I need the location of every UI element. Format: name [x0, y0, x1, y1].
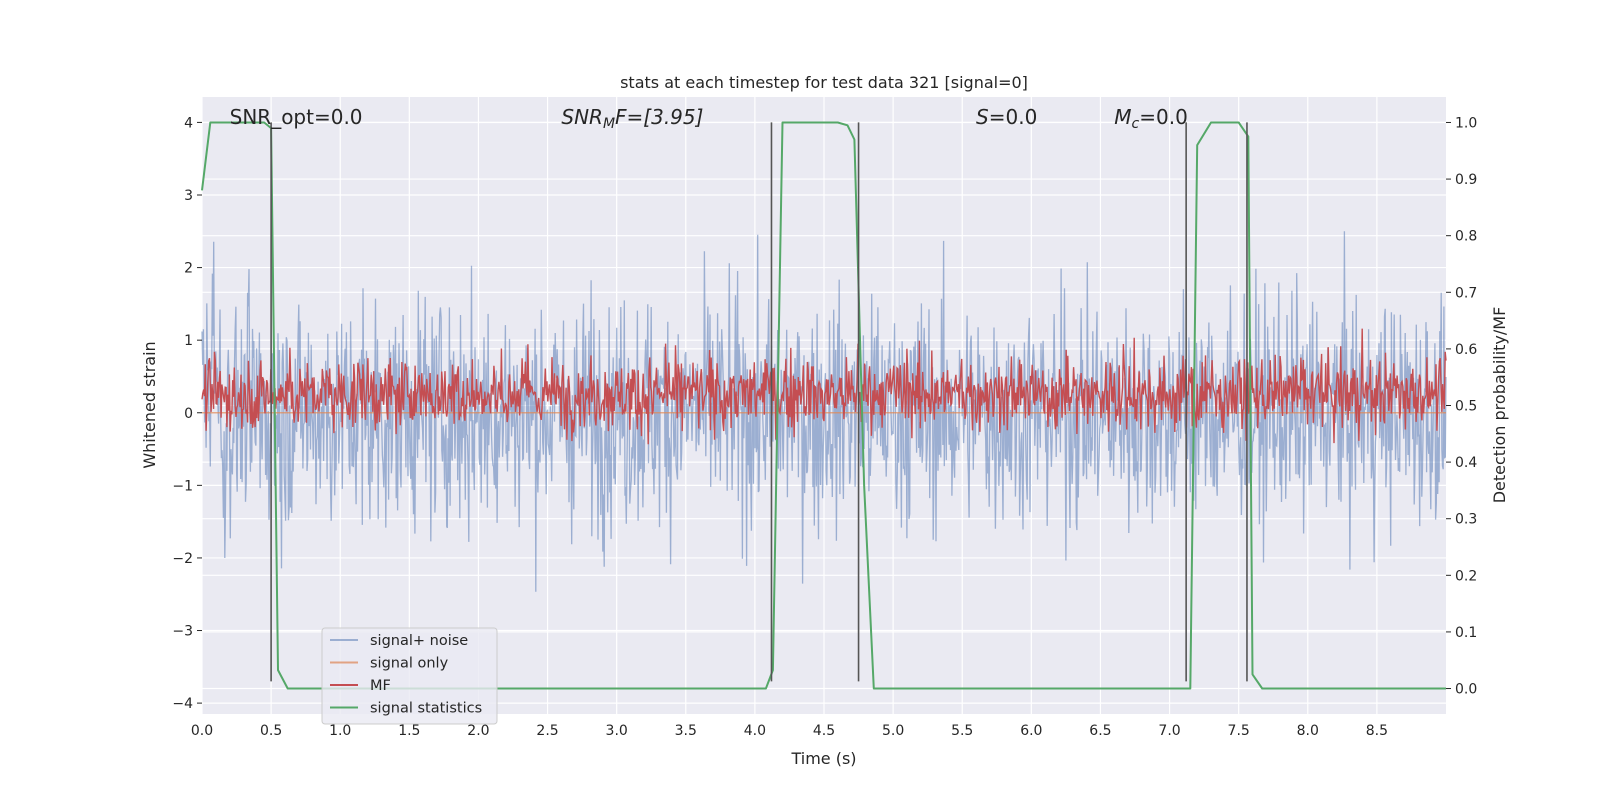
series-line — [201, 328, 1447, 445]
legend-entry: signal only — [330, 656, 449, 672]
chart-title: stats at each timestep for test data 321… — [620, 73, 1028, 92]
y2-tick-label: 1.0 — [1455, 115, 1477, 131]
legend-entry: signal statistics — [330, 701, 482, 717]
y-axis-label: Whitened strain — [140, 341, 159, 468]
legend-label: MF — [370, 678, 391, 694]
x-tick-label: 8.0 — [1297, 723, 1319, 739]
legend-label: signal only — [370, 656, 449, 672]
y-tick-label: −4 — [172, 696, 193, 712]
y-tick-label: 2 — [184, 261, 193, 277]
vertical-markers — [270, 122, 1248, 682]
legend-entry: signal+ noise — [330, 633, 468, 649]
y-tick-label: 4 — [184, 115, 193, 131]
y-tick-label: −2 — [172, 551, 193, 567]
y2-tick-label: 0.9 — [1455, 172, 1477, 188]
annotation-mc-value: Mc=0.0 — [1114, 105, 1188, 132]
y-tick-label: 3 — [184, 188, 193, 204]
series-mf — [201, 328, 1447, 445]
y2-tick-label: 0.7 — [1455, 285, 1477, 301]
x-tick-label: 6.0 — [1020, 723, 1042, 739]
series-layer — [201, 121, 1447, 690]
series-line — [201, 231, 1447, 592]
series-line — [201, 121, 1446, 690]
y-tick-label: 0 — [184, 406, 193, 422]
legend-label: signal+ noise — [370, 633, 468, 649]
annotation-s-value: S=0.0 — [976, 105, 1037, 129]
y2-tick-label: 0.6 — [1455, 342, 1477, 358]
legend-label: signal statistics — [370, 701, 482, 717]
x-tick-label: 7.5 — [1228, 723, 1250, 739]
y-tick-label: −1 — [172, 478, 193, 494]
y2-tick-label: 0.1 — [1455, 625, 1477, 641]
y2-tick-label: 0.0 — [1455, 682, 1477, 698]
x-tick-label: 4.0 — [744, 723, 766, 739]
y2-tick-label: 0.8 — [1455, 229, 1477, 245]
x-axis-label: Time (s) — [790, 749, 856, 768]
x-tick-label: 5.5 — [951, 723, 973, 739]
legend: signal+ noise signal only MF signal statist… — [321, 627, 498, 725]
y-tick-label: 1 — [184, 333, 193, 349]
y2-tick-label: 0.5 — [1455, 399, 1477, 415]
x-tick-label: 1.5 — [398, 723, 420, 739]
legend-box — [321, 627, 498, 725]
x-tick-label: 7.0 — [1158, 723, 1180, 739]
series-signal-noise — [201, 231, 1447, 592]
x-tick-label: 5.0 — [882, 723, 904, 739]
series-signal-statistics — [201, 121, 1446, 690]
y-tick-label: −3 — [172, 624, 193, 640]
annotations: SNR_opt=0.0 SNRMF=[3.95] S=0.0 Mc=0.0 — [230, 105, 1188, 132]
y2-tick-label: 0.2 — [1455, 568, 1477, 584]
annotation-snr-opt: SNR_opt=0.0 — [230, 105, 363, 129]
y2-tick-label: 0.3 — [1455, 512, 1477, 528]
x-tick-label: 2.0 — [467, 723, 489, 739]
x-tick-label: 2.5 — [536, 723, 558, 739]
legend-entry: MF — [330, 678, 391, 694]
x-tick-label: 3.5 — [675, 723, 697, 739]
ticks: 0.0 0.5 1.0 1.5 2.0 2.5 3.0 3.5 4.0 4.5 5.0 5.5 6.0 6… — [172, 115, 1477, 739]
x-tick-label: 0.5 — [260, 723, 282, 739]
annotation-snr-mf: SNRMF=[3.95] — [561, 105, 703, 132]
y2-axis-label: Detection probability/MF — [1490, 307, 1509, 504]
x-tick-label: 8.5 — [1366, 723, 1388, 739]
x-tick-label: 6.5 — [1089, 723, 1111, 739]
x-tick-label: 1.0 — [329, 723, 351, 739]
y2-tick-label: 0.4 — [1455, 455, 1477, 471]
x-tick-label: 4.5 — [813, 723, 835, 739]
x-tick-label: 3.0 — [606, 723, 628, 739]
x-tick-label: 0.0 — [191, 723, 213, 739]
